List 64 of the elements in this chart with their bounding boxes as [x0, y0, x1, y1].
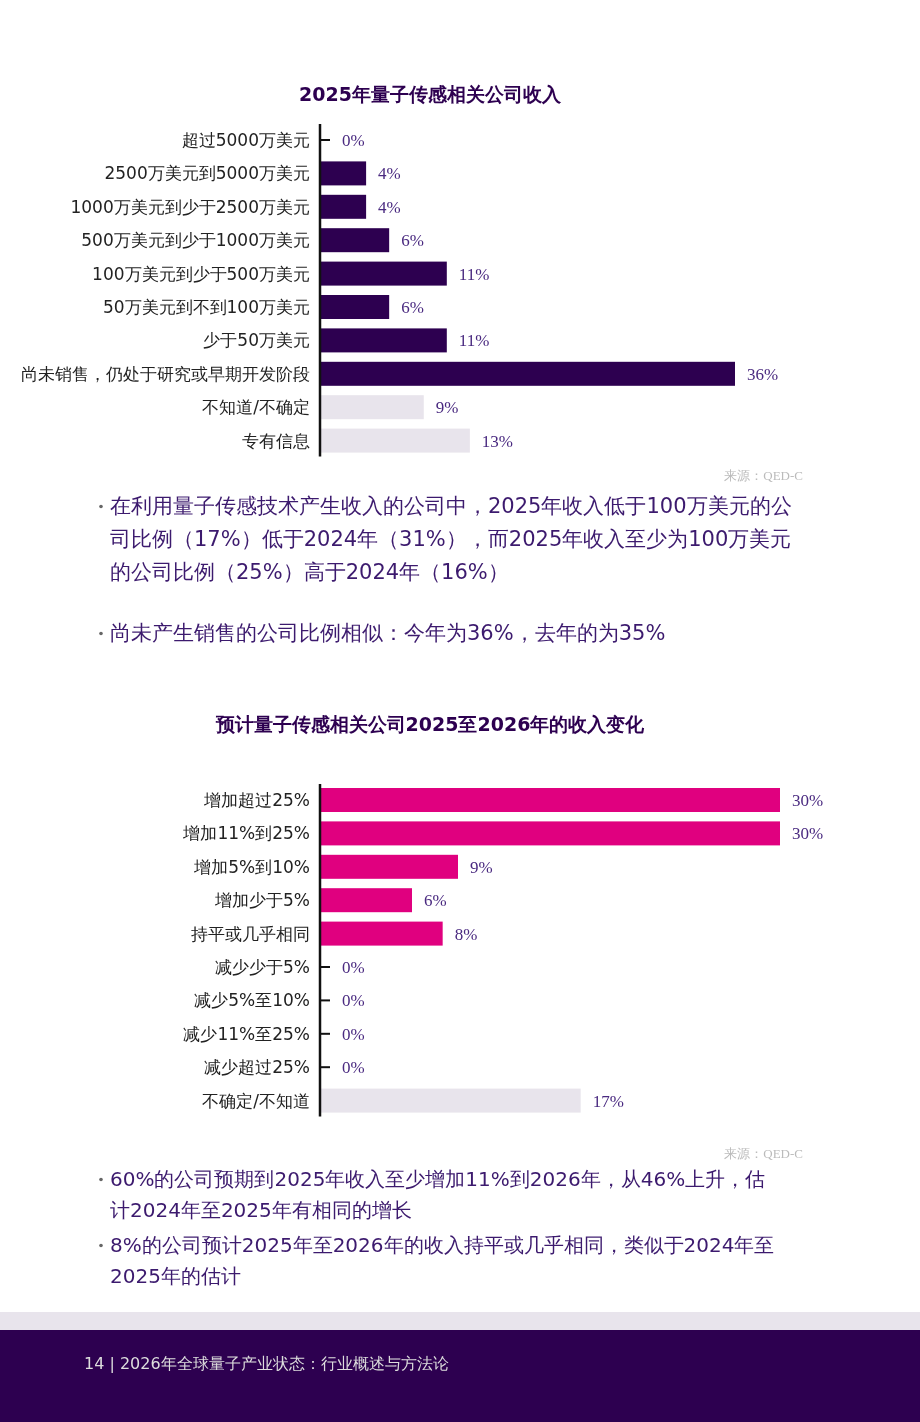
- y-tick-label: 2500万美元到5000万美元: [104, 163, 310, 184]
- data-label: 30%: [792, 824, 824, 844]
- y-tick-label: 超过5000万美元: [181, 130, 310, 150]
- data-label: 0%: [342, 131, 365, 150]
- y-tick-label: 专有信息: [242, 430, 310, 451]
- chart-title: 预计量子传感相关公司2025至2026年的收入变化: [214, 713, 646, 735]
- bar: [320, 194, 367, 219]
- text: 在利用量子传感技术产生收入的公司中，2025年收入低于100万美元的公司比例（17%）低于2024年（31%），而2025年收入至少为100万美元的公司比例（25%）高于2024年（16%）: [110, 493, 793, 586]
- y-tick-label: 100万美元到少于500万美元: [92, 263, 310, 284]
- y-tick-label: 50万美元到不到100万美元: [102, 297, 310, 317]
- y-tick-label: 尚未销售，仍处于研究或早期开发阶段: [21, 363, 310, 384]
- y-tick-label: 减少11%至25%: [183, 1023, 310, 1044]
- text: 14 | 2026年全球量子产业状态：行业概述与方法论: [84, 1354, 449, 1373]
- data-label: 11%: [458, 331, 490, 351]
- data-label: 0%: [342, 1058, 365, 1078]
- y-tick-label: 1000万美元到少于2500万美元: [70, 196, 310, 217]
- bar: [320, 854, 458, 879]
- data-label: 0%: [342, 1024, 365, 1044]
- data-label: 8%: [454, 924, 478, 944]
- bar: [320, 428, 470, 453]
- y-tick-label: 少于50万美元: [203, 330, 310, 351]
- y-tick-label: 增加超过25%: [203, 790, 310, 810]
- bar: [320, 361, 735, 386]
- bar: [320, 161, 367, 186]
- data-label: 0%: [342, 991, 365, 1011]
- bar: [320, 295, 390, 319]
- bar: [320, 788, 780, 812]
- source-note: 来源：QED-C: [724, 468, 803, 483]
- bar: [320, 821, 780, 846]
- data-label: 4%: [378, 197, 401, 217]
- source-note: 来源：QED-C: [724, 1146, 803, 1161]
- text: 60%的公司预期到2025年收入至少增加11%到2026年，从46%上升，估计2024年至2025年有相同的增长: [110, 1166, 767, 1224]
- data-label: 30%: [792, 791, 824, 810]
- bar: [320, 261, 447, 286]
- bar: [320, 1088, 581, 1113]
- data-label: 6%: [401, 298, 424, 317]
- y-tick-label: 减少5%至10%: [194, 990, 310, 1011]
- data-label: 9%: [435, 398, 459, 418]
- y-tick-label: 减少超过25%: [204, 1057, 310, 1078]
- y-tick-label: 减少少于5%: [215, 957, 310, 977]
- bar: [320, 921, 443, 946]
- data-label: 6%: [401, 231, 424, 251]
- y-tick-label: 持平或几乎相同: [191, 923, 310, 944]
- data-label: 11%: [458, 264, 490, 284]
- data-label: 36%: [747, 364, 779, 384]
- bar: [320, 395, 424, 420]
- data-label: 9%: [470, 857, 493, 877]
- y-tick-label: 500万美元到少于1000万美元: [81, 230, 310, 251]
- text: 8%的公司预计2025年至2026年的收入持平或几乎相同，类似于2024年至2025年的估计: [110, 1232, 776, 1290]
- y-tick-label: 不确定/不知道: [202, 1090, 310, 1111]
- y-tick-label: 增加少于5%: [214, 890, 310, 911]
- bar: [320, 888, 412, 913]
- bar: [320, 228, 390, 253]
- bar: [320, 328, 447, 353]
- data-label: 6%: [424, 891, 447, 911]
- data-label: 0%: [342, 958, 365, 977]
- text: 尚未产生销售的公司比例相似：今年为36%，去年的为35%: [110, 620, 667, 647]
- y-tick-label: 不知道/不确定: [202, 397, 310, 418]
- chart-title: 2025年量子传感相关公司收入: [299, 83, 562, 105]
- y-tick-label: 增加11%到25%: [182, 823, 310, 844]
- y-tick-label: 增加5%到10%: [193, 856, 310, 877]
- data-label: 4%: [378, 164, 401, 184]
- data-label: 13%: [481, 431, 514, 451]
- data-label: 17%: [592, 1091, 624, 1111]
